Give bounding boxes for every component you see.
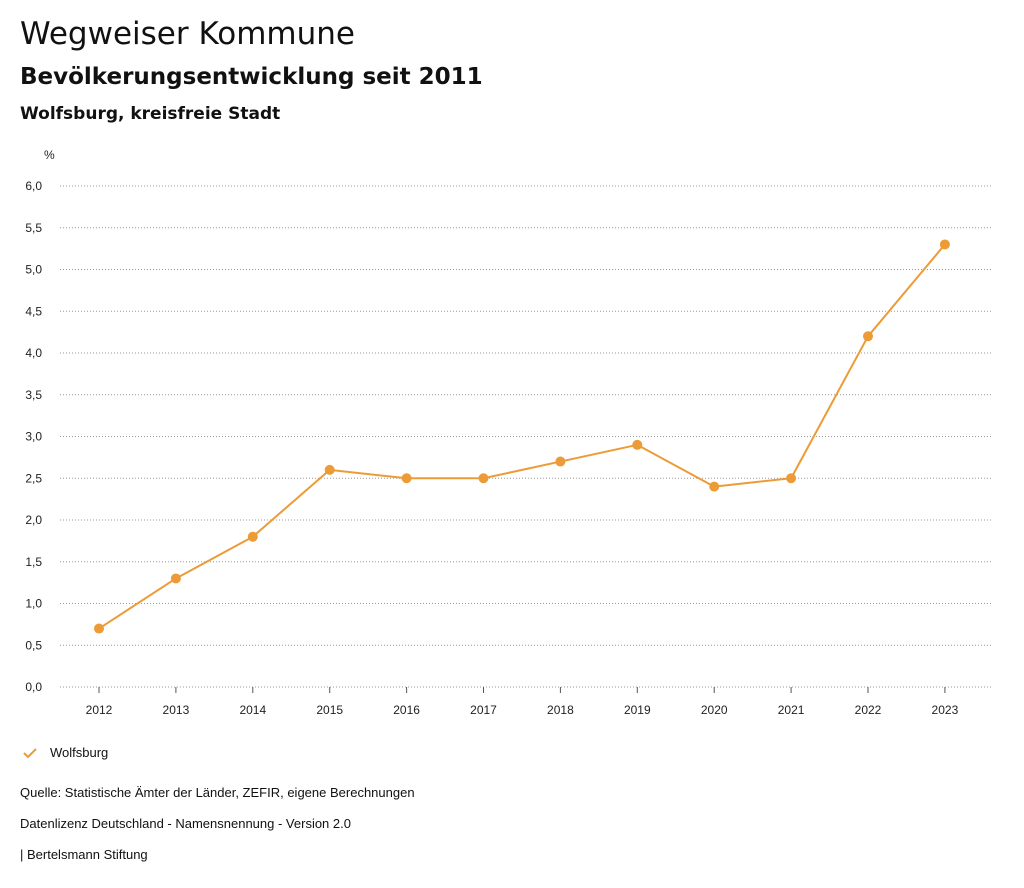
data-point[interactable] bbox=[786, 473, 797, 484]
x-tick-label: 2015 bbox=[316, 703, 343, 717]
legend-label: Wolfsburg bbox=[50, 745, 109, 760]
publisher-note: | Bertelsmann Stiftung bbox=[20, 847, 148, 862]
license-note: Datenlizenz Deutschland - Namensnennung … bbox=[20, 816, 351, 831]
x-tick-label: 2018 bbox=[547, 703, 574, 717]
y-tick-label: 0,0 bbox=[25, 680, 42, 694]
line-chart: % 0,0 0,5 1,0 1,5 2,0 2,5 3,0 3,5 4,0 4,5 5,0 5,5 6,… bbox=[25, 148, 992, 717]
chart-subtitle: Bevölkerungsentwicklung seit 2011 bbox=[20, 64, 483, 90]
source-note: Quelle: Statistische Ämter der Länder, Z… bbox=[20, 785, 415, 800]
data-point[interactable] bbox=[478, 473, 489, 484]
region-name: Wolfsburg, kreisfreie Stadt bbox=[20, 104, 281, 124]
y-tick-label: 5,5 bbox=[25, 221, 42, 235]
x-tick-label: 2023 bbox=[932, 703, 959, 717]
x-tick-label: 2014 bbox=[239, 703, 266, 717]
x-tick-label: 2022 bbox=[855, 703, 882, 717]
data-point[interactable] bbox=[170, 573, 181, 584]
data-point[interactable] bbox=[632, 439, 643, 450]
y-tick-label: 0,5 bbox=[25, 638, 42, 652]
x-tick-label: 2019 bbox=[624, 703, 651, 717]
x-tick-label: 2021 bbox=[778, 703, 805, 717]
y-axis-ticks: 0,0 0,5 1,0 1,5 2,0 2,5 3,0 3,5 4,0 4,5 5,0 5,5 6,0 bbox=[25, 179, 42, 694]
y-tick-label: 1,0 bbox=[25, 597, 42, 611]
y-axis-unit-label: % bbox=[44, 148, 55, 162]
chart-grid bbox=[60, 185, 992, 688]
y-tick-label: 6,0 bbox=[25, 179, 42, 193]
data-point[interactable] bbox=[709, 481, 720, 492]
x-tick-label: 2020 bbox=[701, 703, 728, 717]
data-point[interactable] bbox=[863, 331, 873, 342]
y-tick-label: 2,0 bbox=[25, 513, 42, 527]
chart-series bbox=[94, 239, 950, 634]
x-tick-label: 2016 bbox=[393, 703, 420, 717]
data-point[interactable] bbox=[247, 531, 258, 542]
y-tick-label: 3,0 bbox=[25, 430, 42, 444]
data-point[interactable] bbox=[555, 456, 566, 467]
x-tick-label: 2012 bbox=[86, 703, 113, 717]
x-axis-ticks: 2012 2013 2014 2015 2016 2017 2018 2019 2020 2021… bbox=[86, 687, 959, 717]
data-point[interactable] bbox=[939, 239, 950, 250]
data-point[interactable] bbox=[94, 623, 104, 634]
y-tick-label: 2,5 bbox=[25, 471, 42, 485]
data-point[interactable] bbox=[324, 464, 335, 475]
y-tick-label: 4,5 bbox=[25, 304, 42, 318]
page-title: Wegweiser Kommune bbox=[20, 16, 355, 52]
x-tick-label: 2013 bbox=[163, 703, 190, 717]
y-tick-label: 5,0 bbox=[25, 263, 42, 277]
y-tick-label: 1,5 bbox=[25, 555, 42, 569]
data-point[interactable] bbox=[401, 473, 412, 484]
legend[interactable]: Wolfsburg bbox=[22, 745, 108, 760]
y-tick-label: 3,5 bbox=[25, 388, 42, 402]
y-tick-label: 4,0 bbox=[25, 346, 42, 360]
series-line-wolfsburg bbox=[98, 243, 946, 630]
checkmark-icon bbox=[23, 747, 37, 758]
x-tick-label: 2017 bbox=[470, 703, 497, 717]
